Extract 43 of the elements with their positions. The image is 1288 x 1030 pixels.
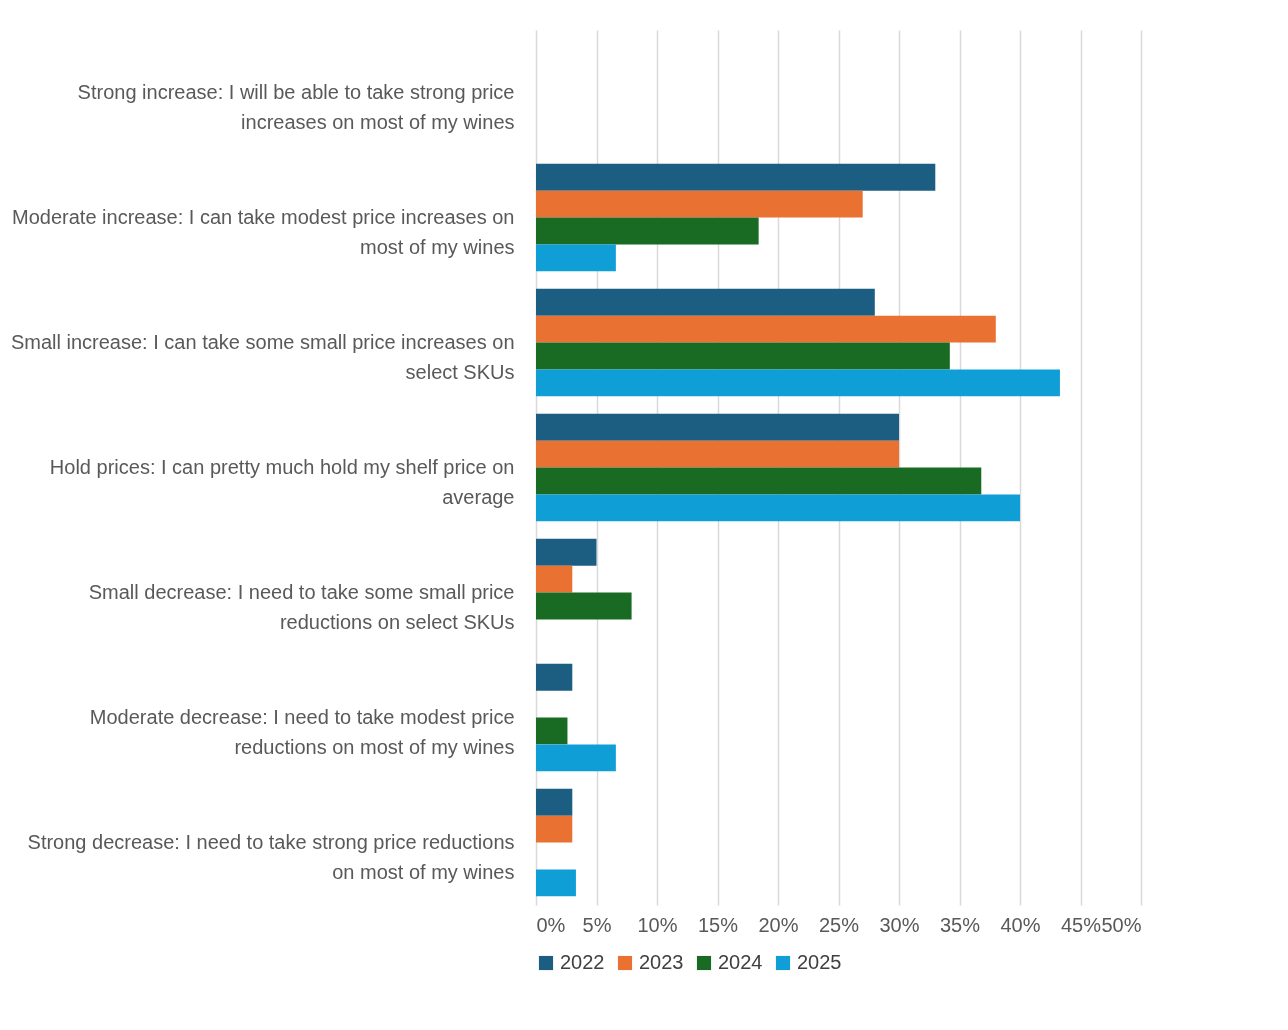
x-tick-label: 35% [939,913,981,936]
bar [536,467,982,495]
x-tick-label: 5% [582,913,612,936]
x-tick-label: 0% [536,913,566,936]
y-tick-label: Strong decrease: I need to take strong price reductions on most of my wines [27,830,515,883]
legend-label: 2022 [560,951,605,973]
legend-label: 2025 [797,951,842,973]
bar [536,190,863,218]
x-tick-label: 30% [879,913,920,936]
legend-label: 2024 [718,951,763,973]
y-tick-label: Strong increase: I will be able to take strong price increases on most of my wines [77,80,515,133]
y-tick-label: Hold prices: I can pretty much hold my shelf price on average [49,455,515,508]
bar [536,815,573,843]
bar [536,663,573,691]
bar [536,494,1020,522]
bar [536,288,875,316]
bar [536,744,616,772]
x-tick-label: 40% [1000,913,1041,936]
bar [536,538,597,566]
legend-label: 2023 [639,951,684,973]
bar [536,592,632,620]
x-tick-label: 20% [758,913,799,936]
bar [536,788,573,816]
x-tick-label: 45% [1060,913,1102,936]
x-tick-label: 25% [818,913,860,936]
bar [536,413,899,441]
y-tick-label: Small increase: I can take some small price increases on select SKUs [10,330,515,383]
x-tick-label: 10% [637,913,678,936]
y-tick-label: Small decrease: I need to take some small price reductions on select SKUs [88,580,515,633]
bar [536,342,950,370]
bar [536,717,568,745]
y-tick-label: Moderate decrease: I need to take modest price reductions on most of my wines [89,705,515,758]
bar [536,217,759,245]
bar [536,440,899,468]
x-tick-label: 50% [1101,913,1142,936]
bar [536,369,1060,397]
bar [536,315,996,343]
bar [536,244,616,272]
bar [536,565,573,593]
y-tick-label: Moderate increase: I can take modest price increases on most of my wines [12,205,515,258]
bar [536,163,936,191]
bar [536,869,576,897]
x-tick-label: 15% [697,913,739,936]
